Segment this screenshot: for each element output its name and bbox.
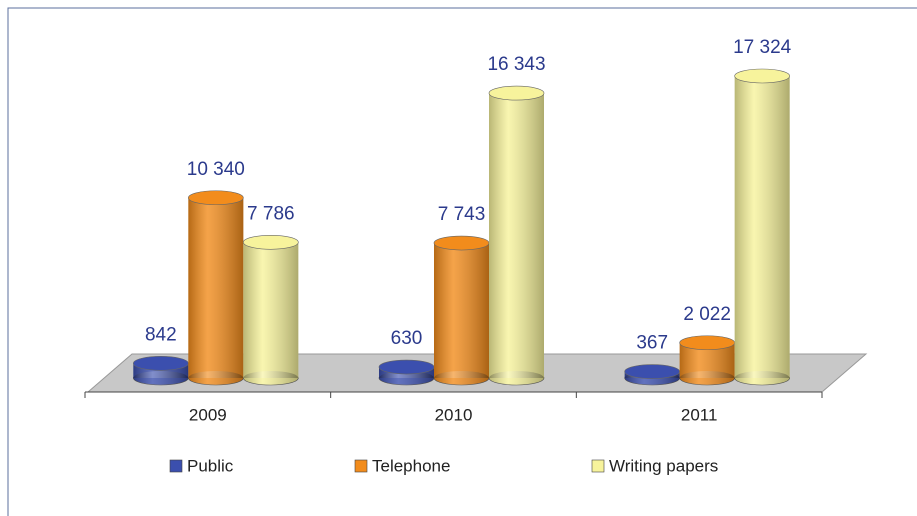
value-label: 17 324 <box>733 37 792 58</box>
legend-label: Writing papers <box>609 456 718 475</box>
cylinder-bottom-shade <box>734 371 790 385</box>
cylinder-bottom-shade <box>379 371 434 385</box>
cylinder-top <box>133 356 189 371</box>
value-label: 7 786 <box>247 203 295 224</box>
cylinder-top <box>243 234 299 250</box>
cylinder-top <box>624 364 680 379</box>
value-label: 367 <box>636 333 668 354</box>
cylinder-top <box>378 359 435 375</box>
cylinder-shade <box>243 242 299 378</box>
cylinder <box>679 335 735 386</box>
cylinder <box>378 359 435 386</box>
cylinder-shade <box>434 243 489 378</box>
cylinder-bottom-shade <box>489 371 544 385</box>
cylinder <box>133 356 189 386</box>
legend-label: Telephone <box>372 456 450 475</box>
x-tick-label: 2011 <box>681 405 718 424</box>
value-label: 7 743 <box>438 204 486 225</box>
cylinder-shade <box>188 197 244 378</box>
cylinder <box>188 190 244 386</box>
cylinder-bottom-shade <box>434 371 489 385</box>
cylinder-top <box>433 235 490 251</box>
value-label: 842 <box>145 324 177 345</box>
cylinder <box>488 85 545 386</box>
cylinder <box>734 68 790 386</box>
value-label: 16 343 <box>487 54 545 75</box>
cylinder <box>243 234 299 386</box>
value-label: 10 340 <box>187 159 245 180</box>
cylinder-shade <box>489 93 544 378</box>
cylinder <box>624 364 680 386</box>
cylinder-bottom-shade <box>243 371 299 385</box>
cylinder <box>433 235 490 386</box>
legend-swatch <box>169 459 183 473</box>
value-label: 2 022 <box>683 304 731 325</box>
legend-swatch <box>354 459 368 473</box>
cylinder-top <box>734 68 790 84</box>
cylinder-top <box>488 85 545 101</box>
x-tick-label: 2010 <box>435 405 473 424</box>
cylinder-bottom-shade <box>188 371 244 385</box>
x-tick-label: 2009 <box>189 405 227 424</box>
cylinder-top <box>188 190 244 206</box>
cylinder-bottom-shade <box>133 371 189 385</box>
cylinder-top <box>679 335 735 351</box>
cylinder-shade <box>734 76 790 378</box>
value-label: 630 <box>391 328 423 349</box>
legend-label: Public <box>187 456 234 475</box>
frame <box>7 7 917 516</box>
legend-swatch <box>591 459 605 473</box>
cylinder-bottom-shade <box>679 371 735 385</box>
